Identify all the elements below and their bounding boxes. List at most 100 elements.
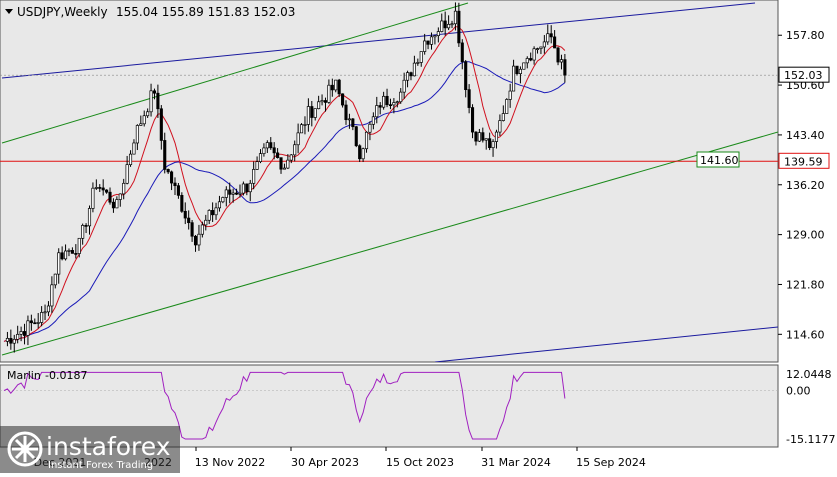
candle-body	[204, 219, 208, 226]
candle-body	[474, 131, 478, 142]
channel-upper-green-line	[1, 2, 469, 144]
symbol-dropdown-icon[interactable]	[5, 9, 13, 14]
candle-body	[33, 322, 37, 325]
candle-body	[419, 51, 423, 63]
moving-average-slow-line	[3, 61, 566, 342]
candle-body	[320, 100, 324, 103]
candle-body	[529, 58, 533, 61]
candle-body	[457, 10, 461, 44]
instaforex-watermark: instaforex Instant Forex Trading	[0, 426, 180, 473]
candle-body	[467, 89, 471, 108]
channel-lower-green-line	[1, 131, 778, 356]
candle-body	[470, 107, 475, 133]
candle-body	[26, 320, 30, 336]
candle-body	[289, 154, 293, 161]
candle-body	[347, 118, 351, 121]
candle-body	[361, 148, 365, 160]
horizontal-level-tag	[778, 152, 830, 169]
candle-body	[111, 201, 115, 209]
candle-body	[152, 90, 157, 94]
time-axis-tick-label: 13 Nov 2022	[195, 456, 265, 469]
price-axis-tick-label: 121.80	[786, 278, 825, 291]
candle-body	[477, 132, 481, 142]
current-price-tag-label: 152.03	[784, 69, 823, 82]
candle-body	[423, 40, 427, 52]
candle-body	[388, 104, 393, 107]
candle-body	[190, 222, 194, 237]
watermark-brand: instaforex	[46, 432, 171, 461]
candle-body	[276, 152, 280, 158]
price-axis-tick-label: 136.20	[786, 179, 825, 192]
candle-body	[40, 312, 44, 323]
candle-body	[105, 189, 109, 193]
candle-body	[351, 118, 355, 128]
candle-body	[214, 207, 218, 216]
candle-body	[399, 91, 403, 103]
candle-body	[512, 65, 516, 92]
candle-body	[245, 183, 249, 193]
candle-body	[450, 23, 454, 26]
candle-body	[200, 224, 204, 235]
candle-body	[81, 225, 85, 239]
candle-body	[228, 189, 232, 195]
candle-body	[43, 311, 47, 314]
candle-body	[498, 120, 502, 133]
candle-body	[238, 192, 242, 195]
time-axis-tick-label: 15 Oct 2023	[386, 456, 454, 469]
candle-body	[70, 250, 74, 254]
candle-body	[505, 99, 509, 114]
candle-body	[546, 33, 550, 43]
candle-body	[556, 47, 560, 63]
candle-body	[159, 108, 163, 141]
candle-body	[149, 90, 153, 113]
candle-body	[57, 252, 61, 275]
candle-body	[426, 40, 430, 45]
candle-body	[453, 10, 457, 25]
candle-body	[211, 210, 215, 216]
candle-body	[395, 101, 399, 104]
candle-body	[286, 159, 290, 169]
candle-body	[16, 333, 20, 340]
candle-body	[559, 59, 564, 63]
candle-body	[91, 187, 95, 209]
candle-body	[207, 210, 211, 221]
candle-body	[272, 147, 276, 154]
candle-body	[344, 104, 348, 121]
candle-body	[279, 157, 283, 170]
candle-body	[409, 72, 413, 77]
candle-body	[436, 31, 440, 36]
candle-body	[368, 123, 372, 133]
candle-body	[296, 132, 300, 146]
candle-body	[364, 131, 369, 150]
candle-body	[231, 192, 235, 195]
candle-body	[406, 72, 410, 81]
candle-body	[176, 185, 180, 196]
candle-body	[125, 164, 129, 184]
candle-body	[416, 62, 420, 64]
candle-body	[173, 182, 177, 187]
candle-body	[433, 35, 437, 38]
candle-body	[221, 197, 225, 203]
candle-body	[118, 193, 122, 200]
candle-body	[330, 84, 334, 91]
candle-body	[142, 115, 146, 125]
candle-body	[327, 84, 331, 103]
candle-body	[518, 68, 522, 75]
candle-body	[375, 105, 379, 118]
candle-body	[402, 79, 406, 93]
candle-body	[60, 252, 64, 260]
candle-body	[447, 23, 451, 29]
price-axis-tick-label: 129.00	[786, 229, 825, 242]
candle-body	[193, 235, 198, 246]
candle-body	[163, 140, 167, 170]
oscillator-axis-tick-label: 12.0448	[786, 368, 832, 381]
candle-body	[74, 253, 78, 255]
candle-body	[255, 161, 259, 170]
candle-body	[84, 225, 88, 227]
oscillator-line	[3, 371, 566, 440]
candle-body	[481, 132, 485, 141]
watermark-tagline: Instant Forex Trading	[48, 460, 153, 471]
green-channel-tag-label: 141.60	[700, 154, 739, 167]
candle-body	[183, 210, 187, 219]
